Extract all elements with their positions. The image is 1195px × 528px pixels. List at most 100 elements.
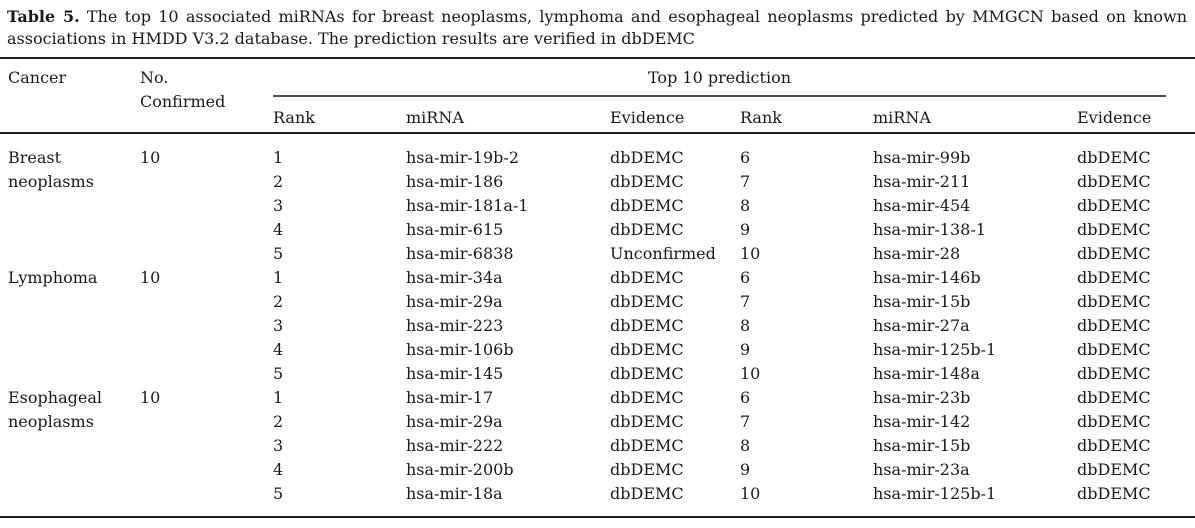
table-caption-line1: Table 5. The top 10 associated miRNAs fo… <box>7 6 1187 28</box>
cancer-cell: Esophageal <box>8 388 102 407</box>
evidence-cell-right: dbDEMC <box>1077 412 1151 431</box>
table-caption-label: Table 5. <box>7 7 80 26</box>
evidence-cell-left: dbDEMC <box>610 388 684 407</box>
table-row: 5 hsa-mir-145 dbDEMC 10 hsa-mir-148a dbD… <box>0 362 1195 386</box>
table-row: 4 hsa-mir-106b dbDEMC 9 hsa-mir-125b-1 d… <box>0 338 1195 362</box>
mirna-cell-left: hsa-mir-17 <box>406 388 494 407</box>
column-header-mirna-right: miRNA <box>873 108 931 127</box>
mirna-cell-left: hsa-mir-200b <box>406 460 514 479</box>
table-row: neoplasms 2 hsa-mir-186 dbDEMC 7 hsa-mir… <box>0 170 1195 194</box>
table-caption: Table 5. The top 10 associated miRNAs fo… <box>0 0 1195 50</box>
cancer-cell: neoplasms <box>8 172 94 191</box>
confirmed-count-cell <box>140 170 273 194</box>
rank-cell-left: 2 <box>273 292 284 311</box>
table-row: 4 hsa-mir-615 dbDEMC 9 hsa-mir-138-1 dbD… <box>0 218 1195 242</box>
rank-cell-left: 1 <box>273 388 284 407</box>
mirna-cell-left: hsa-mir-34a <box>406 268 503 287</box>
mirna-cell-right: hsa-mir-99b <box>873 148 971 167</box>
rank-cell-right: 9 <box>740 340 751 359</box>
confirmed-count-cell <box>140 458 273 482</box>
table-row: 3 hsa-mir-181a-1 dbDEMC 8 hsa-mir-454 db… <box>0 194 1195 218</box>
table-body: Breast 10 1 hsa-mir-19b-2 dbDEMC 6 hsa-m… <box>0 134 1195 516</box>
column-header-rank-left: Rank <box>273 108 315 127</box>
confirmed-count-cell: 10 <box>140 148 161 167</box>
mirna-cell-left: hsa-mir-181a-1 <box>406 196 529 215</box>
cancer-cell <box>8 194 140 218</box>
evidence-cell-right: dbDEMC <box>1077 364 1151 383</box>
mirna-cell-left: hsa-mir-29a <box>406 292 503 311</box>
rank-cell-right: 9 <box>740 460 751 479</box>
evidence-cell-left: dbDEMC <box>610 316 684 335</box>
mirna-cell-left: hsa-mir-145 <box>406 364 504 383</box>
evidence-cell-left: dbDEMC <box>610 340 684 359</box>
mirna-cell-right: hsa-mir-125b-1 <box>873 340 997 359</box>
rank-cell-left: 5 <box>273 484 284 503</box>
rank-cell-left: 1 <box>273 148 284 167</box>
confirmed-count-cell <box>140 218 273 242</box>
column-header-evidence-left: Evidence <box>610 108 685 127</box>
mirna-cell-left: hsa-mir-106b <box>406 340 514 359</box>
mirna-cell-right: hsa-mir-138-1 <box>873 220 986 239</box>
mirna-cell-right: hsa-mir-146b <box>873 268 981 287</box>
confirmed-count-cell <box>140 410 273 434</box>
mirna-cell-right: hsa-mir-15b <box>873 436 971 455</box>
confirmed-count-cell <box>140 242 273 266</box>
evidence-cell-left: dbDEMC <box>610 436 684 455</box>
mirna-cell-right: hsa-mir-15b <box>873 292 971 311</box>
cancer-cell: neoplasms <box>8 412 94 431</box>
rank-cell-right: 9 <box>740 220 751 239</box>
rank-cell-right: 10 <box>740 484 761 503</box>
mirna-cell-left: hsa-mir-18a <box>406 484 503 503</box>
table-row: Esophageal 10 1 hsa-mir-17 dbDEMC 6 hsa-… <box>0 386 1195 410</box>
rank-cell-right: 7 <box>740 412 751 431</box>
evidence-cell-right: dbDEMC <box>1077 436 1151 455</box>
rank-cell-right: 7 <box>740 292 751 311</box>
cancer-cell <box>8 338 140 362</box>
table-row: neoplasms 2 hsa-mir-29a dbDEMC 7 hsa-mir… <box>0 410 1195 434</box>
evidence-cell-right: dbDEMC <box>1077 388 1151 407</box>
mirna-cell-right: hsa-mir-125b-1 <box>873 484 997 503</box>
rank-cell-right: 8 <box>740 196 751 215</box>
table-caption-line2: associations in HMDD V3.2 database. The … <box>7 29 695 48</box>
rank-cell-left: 4 <box>273 340 284 359</box>
evidence-cell-left: dbDEMC <box>610 412 684 431</box>
confirmed-count-cell <box>140 482 273 506</box>
evidence-cell-right: dbDEMC <box>1077 244 1151 263</box>
table-row: 2 hsa-mir-29a dbDEMC 7 hsa-mir-15b dbDEM… <box>0 290 1195 314</box>
confirmed-count-cell: 10 <box>140 388 161 407</box>
evidence-cell-right: dbDEMC <box>1077 292 1151 311</box>
table-row: 4 hsa-mir-200b dbDEMC 9 hsa-mir-23a dbDE… <box>0 458 1195 482</box>
mirna-cell-right: hsa-mir-142 <box>873 412 971 431</box>
table-top-rule <box>0 57 1195 59</box>
column-header-no-confirmed: No. Confirmed <box>140 59 273 132</box>
rank-cell-left: 5 <box>273 364 284 383</box>
evidence-cell-right: dbDEMC <box>1077 340 1151 359</box>
rank-cell-left: 2 <box>273 412 284 431</box>
mirna-cell-right: hsa-mir-23a <box>873 460 970 479</box>
evidence-cell-left: dbDEMC <box>610 484 684 503</box>
table-row: Lymphoma 10 1 hsa-mir-34a dbDEMC 6 hsa-m… <box>0 266 1195 290</box>
mirna-cell-right: hsa-mir-28 <box>873 244 961 263</box>
mirna-cell-right: hsa-mir-454 <box>873 196 971 215</box>
rank-cell-right: 6 <box>740 148 751 167</box>
evidence-cell-right: dbDEMC <box>1077 220 1151 239</box>
evidence-cell-left: dbDEMC <box>610 292 684 311</box>
evidence-cell-right: dbDEMC <box>1077 148 1151 167</box>
confirmed-count-cell <box>140 314 273 338</box>
mirna-cell-left: hsa-mir-222 <box>406 436 504 455</box>
cancer-cell <box>8 218 140 242</box>
rank-cell-left: 5 <box>273 244 284 263</box>
evidence-cell-right: dbDEMC <box>1077 316 1151 335</box>
cancer-cell <box>8 314 140 338</box>
column-header-no-confirmed-line1: No. <box>140 68 169 87</box>
table-bottom-rule <box>0 516 1195 518</box>
mirna-cell-right: hsa-mir-27a <box>873 316 970 335</box>
cancer-cell <box>8 458 140 482</box>
evidence-cell-left: dbDEMC <box>610 220 684 239</box>
table-row: 3 hsa-mir-223 dbDEMC 8 hsa-mir-27a dbDEM… <box>0 314 1195 338</box>
column-header-rank-right: Rank <box>740 108 782 127</box>
rank-cell-right: 6 <box>740 268 751 287</box>
confirmed-count-cell <box>140 338 273 362</box>
evidence-cell-left: Unconfirmed <box>610 244 716 263</box>
